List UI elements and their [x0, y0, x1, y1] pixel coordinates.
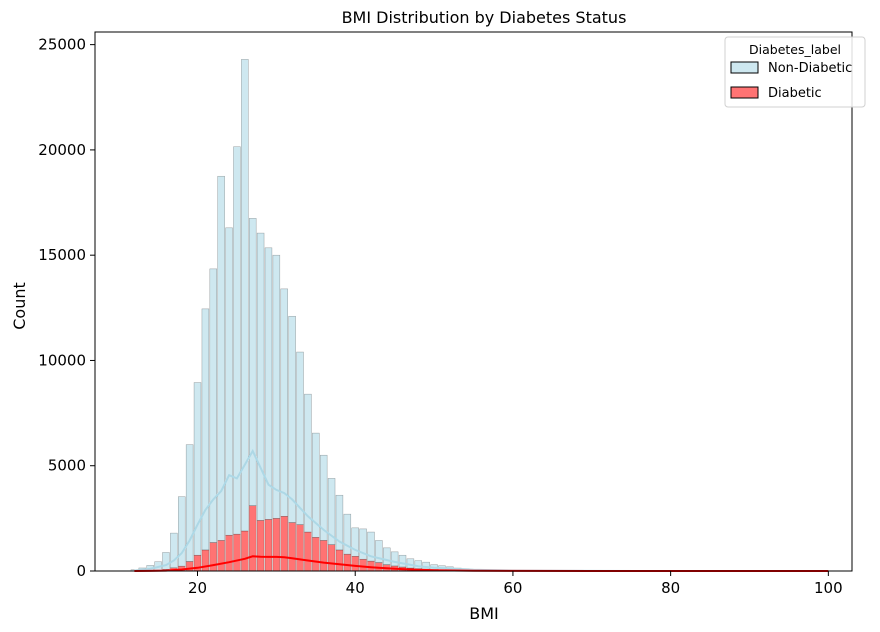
- bar-non-diabetic: [319, 454, 328, 541]
- y-tick-label: 5000: [48, 457, 86, 475]
- bar-non-diabetic: [327, 478, 336, 545]
- bar-diabetic: [256, 520, 265, 572]
- bar-non-diabetic: [217, 175, 225, 541]
- bar-non-diabetic: [296, 351, 304, 525]
- bar-non-diabetic: [359, 528, 367, 560]
- x-tick-label: 20: [188, 579, 207, 597]
- bar-diabetic: [335, 549, 344, 572]
- legend-label-diabetic: Diabetic: [768, 86, 822, 101]
- bar-non-diabetic: [248, 218, 257, 506]
- bar-diabetic: [359, 558, 367, 572]
- y-tick-label: 15000: [38, 246, 86, 264]
- bar-diabetic: [264, 519, 273, 572]
- bar-non-diabetic: [272, 254, 281, 519]
- bar-non-diabetic: [312, 432, 320, 538]
- x-tick-label: 60: [503, 579, 522, 597]
- bar-non-diabetic: [185, 444, 194, 562]
- bar-non-diabetic: [398, 554, 407, 568]
- bar-non-diabetic: [225, 227, 233, 536]
- bar-diabetic: [225, 534, 233, 572]
- bar-diabetic: [312, 537, 320, 572]
- legend-swatch-diabetic: [730, 86, 759, 99]
- x-tick-label: 80: [661, 579, 680, 597]
- kde-line-non-diabetic: [134, 448, 829, 572]
- bar-non-diabetic: [193, 382, 202, 556]
- y-axis-ticks: 0 5000 10000 15000 20000 25000: [38, 36, 95, 580]
- bar-non-diabetic: [178, 496, 186, 567]
- y-axis-label: Count: [10, 282, 29, 330]
- x-axis-ticks: 20 40 60 80 100: [188, 571, 843, 597]
- histogram-bars: [130, 59, 825, 572]
- bar-diabetic: [304, 531, 312, 572]
- bar-non-diabetic: [367, 531, 375, 562]
- bar-non-diabetic: [335, 494, 344, 551]
- bar-diabetic: [272, 518, 281, 572]
- bar-non-diabetic: [343, 513, 352, 555]
- bar-diabetic: [248, 505, 257, 572]
- plot-frame: [94, 31, 853, 572]
- bar-non-diabetic: [256, 232, 265, 521]
- bar-non-diabetic: [390, 551, 399, 567]
- chart-title: BMI Distribution by Diabetes Status: [342, 8, 627, 27]
- bar-non-diabetic: [264, 247, 273, 520]
- bar-diabetic: [241, 530, 249, 572]
- bar-non-diabetic: [209, 268, 218, 543]
- bar-non-diabetic: [414, 560, 423, 569]
- bar-diabetic: [280, 516, 288, 572]
- legend-title: Diabetes_label: [749, 42, 841, 57]
- bar-diabetic: [296, 524, 304, 572]
- y-tick-label: 0: [76, 562, 86, 580]
- legend-swatch-non-diabetic: [730, 61, 759, 74]
- y-tick-label: 10000: [38, 351, 86, 369]
- bar-diabetic: [343, 553, 352, 572]
- bar-diabetic: [209, 542, 218, 572]
- bar-non-diabetic: [162, 552, 170, 570]
- bar-diabetic: [288, 522, 296, 572]
- bar-diabetic: [319, 540, 328, 572]
- bar-non-diabetic: [280, 288, 288, 517]
- bar-non-diabetic: [375, 540, 383, 563]
- legend-label-non-diabetic: Non-Diabetic: [768, 61, 852, 76]
- bar-diabetic: [351, 556, 359, 572]
- y-tick-label: 20000: [38, 141, 86, 159]
- bar-non-diabetic: [241, 59, 249, 532]
- bar-diabetic: [217, 540, 225, 572]
- bar-non-diabetic: [383, 547, 391, 565]
- bar-non-diabetic: [351, 527, 359, 557]
- bar-non-diabetic: [233, 146, 241, 535]
- y-tick-label: 25000: [38, 36, 86, 54]
- x-tick-label: 40: [346, 579, 365, 597]
- bar-diabetic: [233, 533, 241, 572]
- bar-non-diabetic: [288, 315, 296, 523]
- bar-diabetic: [327, 544, 336, 572]
- bar-non-diabetic: [304, 393, 312, 533]
- x-axis-label: BMI: [469, 604, 499, 623]
- legend: Diabetes_label Non-Diabetic Diabetic: [724, 36, 866, 108]
- bar-non-diabetic: [170, 532, 178, 569]
- bar-non-diabetic: [201, 308, 210, 551]
- x-tick-label: 100: [814, 579, 843, 597]
- legend-box: [724, 36, 866, 108]
